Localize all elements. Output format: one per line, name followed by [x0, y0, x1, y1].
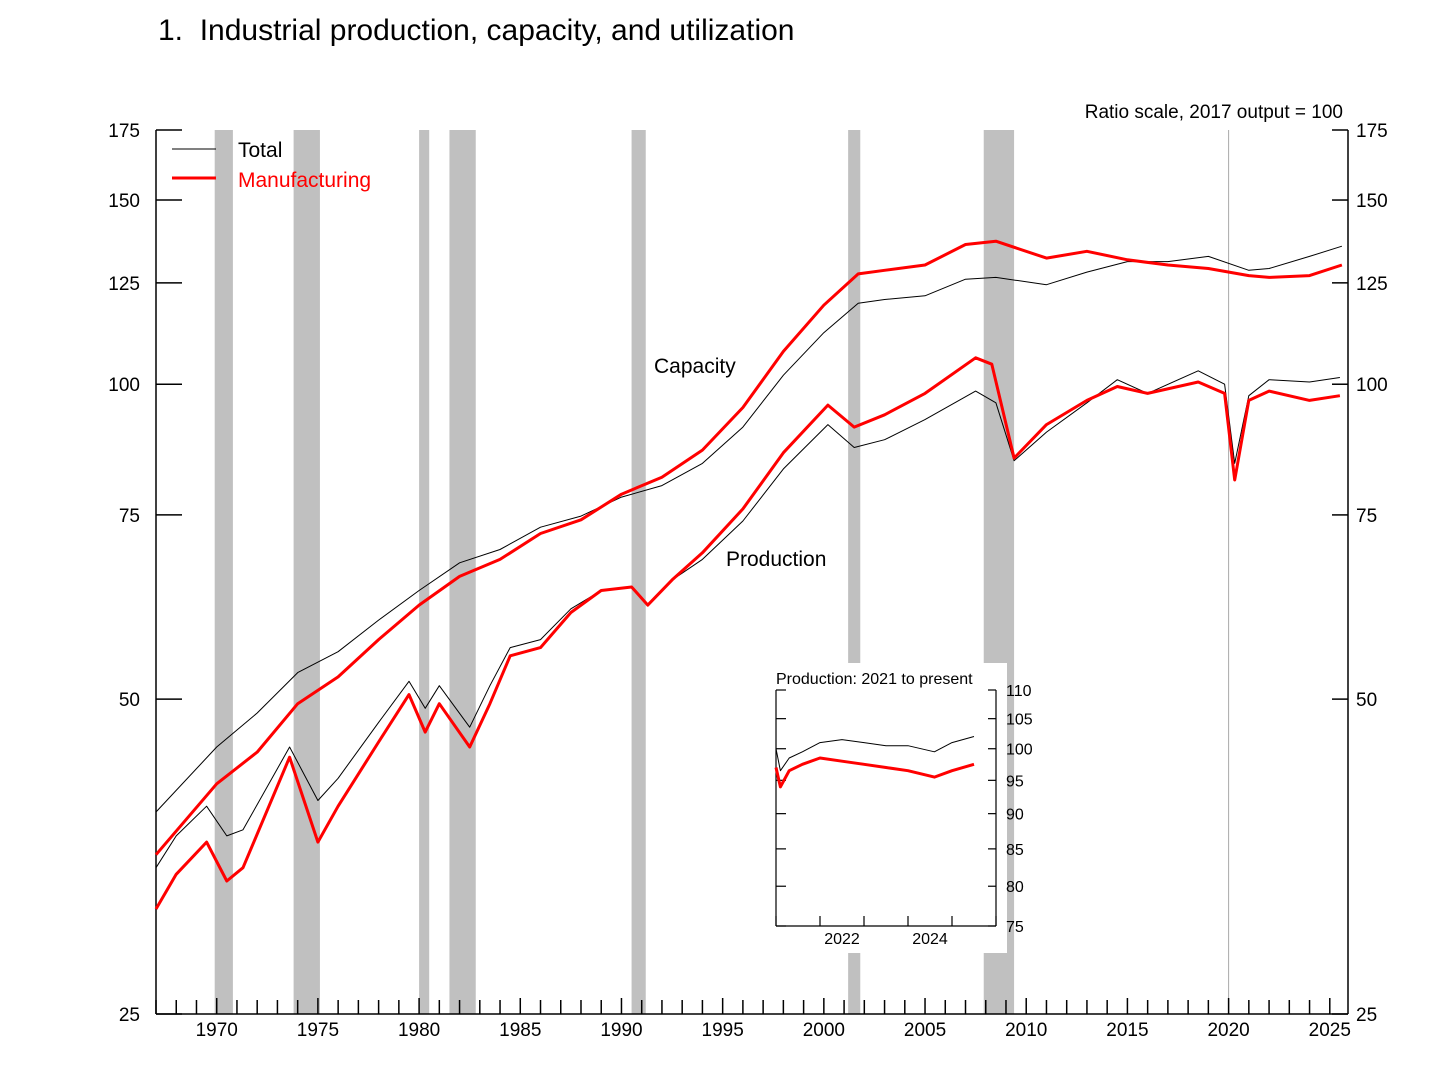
- inset-title: Production: 2021 to present: [776, 671, 973, 688]
- inset-y-tick-label: 90: [1006, 807, 1024, 824]
- inset-y-tick-label: 80: [1006, 879, 1024, 896]
- main-chart: 25 25 50 50 75 75 100 100 125 125 150 150 175 175 1970…: [108, 102, 1387, 1041]
- inset-series-manufacturing: [774, 756, 975, 789]
- x-tick-label: 2025: [1309, 1020, 1351, 1041]
- scale-note: Ratio scale, 2017 output = 100: [1085, 102, 1343, 123]
- recession-band: [293, 130, 320, 1014]
- x-tick-label: 2020: [1207, 1020, 1249, 1041]
- recession-band: [631, 130, 646, 1014]
- inset-series-total: [775, 736, 975, 772]
- page-title: 1. Industrial production, capacity, and …: [158, 14, 795, 47]
- x-tick-label: 2010: [1005, 1020, 1047, 1041]
- y-tick-label-right: 100: [1356, 375, 1388, 396]
- recession-band: [214, 130, 233, 1014]
- inset-y-tick-label: 95: [1006, 773, 1024, 790]
- y-tick-label-left: 50: [119, 690, 140, 711]
- y-tick-label-right: 150: [1356, 191, 1388, 212]
- y-tick-label-left: 150: [108, 191, 140, 212]
- x-tick-label: 2000: [803, 1020, 845, 1041]
- series-production-manufacturing: [154, 356, 1341, 910]
- x-tick-label: 1975: [297, 1020, 339, 1041]
- legend-label-manufacturing: Manufacturing: [238, 169, 371, 192]
- inset-y-tick-label: 75: [1006, 919, 1024, 936]
- inset-background: [763, 663, 1007, 953]
- y-tick-label-right: 25: [1356, 1005, 1377, 1026]
- x-tick-label: 1980: [398, 1020, 440, 1041]
- x-tick-label: 1985: [499, 1020, 541, 1041]
- series-capacity-manufacturing: [154, 239, 1343, 856]
- inset-y-tick-label: 85: [1006, 842, 1024, 859]
- y-tick-label-left: 75: [119, 506, 140, 527]
- inset-x-tick-label: 2022: [824, 931, 860, 948]
- series-production-total: [155, 370, 1340, 868]
- y-tick-label-left: 175: [108, 121, 140, 142]
- y-tick-label-right: 175: [1356, 121, 1388, 142]
- recession-band: [419, 130, 430, 1014]
- inset-chart: Production: 2021 to present 75 80 85 90 95 100…: [763, 663, 1033, 953]
- y-tick-label-left: 100: [108, 375, 140, 396]
- annotation-production: Production: [726, 548, 826, 571]
- x-tick-label: 2005: [904, 1020, 946, 1041]
- x-tick-label: 1995: [702, 1020, 744, 1041]
- x-tick-label: 1970: [196, 1020, 238, 1041]
- x-tick-label: 1990: [600, 1020, 642, 1041]
- y-tick-label-left: 125: [108, 274, 140, 295]
- y-tick-label-right: 75: [1356, 506, 1377, 527]
- inset-x-tick-label: 2024: [912, 931, 948, 948]
- annotation-capacity: Capacity: [654, 355, 736, 378]
- x-tick-label: 2015: [1106, 1020, 1148, 1041]
- inset-y-tick-label: 100: [1006, 742, 1033, 759]
- series-capacity-total: [155, 245, 1343, 813]
- inset-y-tick-label: 105: [1006, 712, 1033, 729]
- legend-label-total: Total: [238, 139, 282, 162]
- inset-y-tick-label: 110: [1006, 683, 1032, 700]
- y-tick-label-right: 50: [1356, 690, 1377, 711]
- y-tick-label-right: 125: [1356, 274, 1388, 295]
- y-tick-label-left: 25: [119, 1005, 140, 1026]
